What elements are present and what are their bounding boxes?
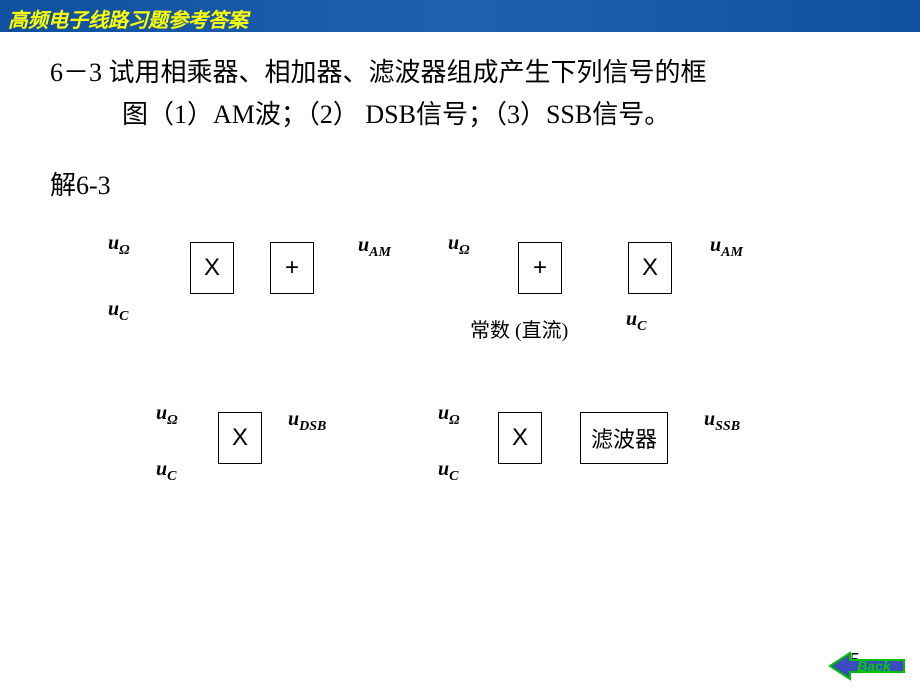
multiplier-block: X — [628, 242, 672, 294]
adder-block: + — [270, 242, 314, 294]
problem-line-1: 6－3 试用相乘器、相加器、滤波器组成产生下列信号的框 — [50, 52, 870, 94]
diagram-area: uΩ uC X + uAM uΩ + X uAM 常数 (直流) uC uΩ u… — [50, 202, 870, 582]
constant-annotation: 常数 (直流) — [470, 314, 568, 343]
signal-u-c: uC — [156, 458, 176, 485]
problem-statement: 6－3 试用相乘器、相加器、滤波器组成产生下列信号的框 图（1）AM波；（2） … — [50, 52, 870, 135]
signal-u-am: uAM — [710, 234, 743, 261]
signal-u-c: uC — [626, 308, 646, 335]
signal-u-omega: uΩ — [448, 232, 470, 259]
svg-text:Back: Back — [857, 658, 892, 674]
signal-u-c: uC — [438, 458, 458, 485]
signal-u-am: uAM — [358, 234, 391, 261]
signal-u-dsb: uDSB — [288, 408, 326, 435]
problem-line-2: 图（1）AM波；（2） DSB信号；（3）SSB信号。 — [50, 94, 870, 136]
multiplier-block: X — [218, 412, 262, 464]
back-button[interactable]: Back — [828, 650, 908, 682]
multiplier-block: X — [498, 412, 542, 464]
signal-u-omega: uΩ — [438, 402, 460, 429]
multiplier-block: X — [190, 242, 234, 294]
back-arrow-icon: Back — [828, 650, 908, 682]
solution-label: 解6-3 — [50, 165, 870, 202]
page-header: 高频电子线路习题参考答案 — [0, 0, 920, 32]
signal-u-omega: uΩ — [108, 232, 130, 259]
signal-u-c: uC — [108, 298, 128, 325]
adder-block: + — [518, 242, 562, 294]
signal-u-omega: uΩ — [156, 402, 178, 429]
content-area: 6－3 试用相乘器、相加器、滤波器组成产生下列信号的框 图（1）AM波；（2） … — [0, 32, 920, 602]
signal-u-ssb: uSSB — [704, 408, 740, 435]
filter-block: 滤波器 — [580, 412, 668, 464]
header-title: 高频电子线路习题参考答案 — [8, 10, 248, 32]
